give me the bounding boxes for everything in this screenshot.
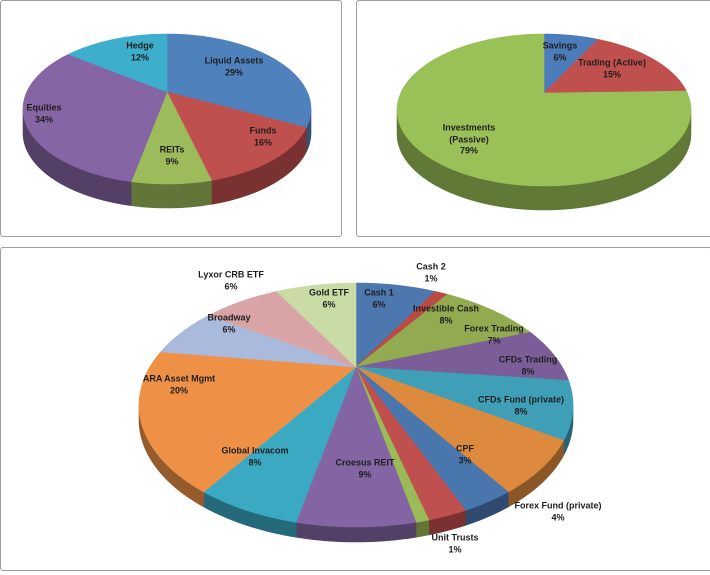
pie-slice bbox=[543, 39, 687, 94]
pie-slice bbox=[138, 351, 357, 493]
pie-slice bbox=[355, 366, 574, 441]
pie-slice bbox=[276, 282, 357, 368]
pie-slice bbox=[355, 332, 570, 381]
pie-slice bbox=[130, 179, 212, 209]
pie-3d-holdings-breakdown bbox=[138, 282, 574, 543]
pie-slice bbox=[355, 366, 466, 521]
pie-slice bbox=[355, 294, 532, 368]
pie-slice bbox=[396, 33, 692, 187]
pie-slice bbox=[295, 366, 417, 528]
pie-slice bbox=[355, 366, 565, 493]
pie-3d-liquid-assets-allocation bbox=[22, 33, 312, 209]
pie-slice bbox=[160, 315, 357, 368]
pie-slice bbox=[67, 33, 168, 93]
chart-panel-liquid-assets: Liquid Assets 29% Funds 16% REITs 9% Equiti… bbox=[0, 0, 342, 237]
pie-slice bbox=[166, 91, 307, 181]
pie-3d-active-passive-split bbox=[396, 33, 692, 211]
pie-slice bbox=[355, 366, 509, 511]
pie-slice bbox=[203, 366, 357, 523]
pie-slice bbox=[166, 33, 312, 129]
pie-slice bbox=[130, 91, 212, 185]
chart-panel-active-passive: Savings 6% Trading (Active) 15% Investment… bbox=[356, 0, 710, 237]
pie-slice bbox=[355, 282, 436, 368]
chart-panel-holdings-breakdown: Cash 1 6% Cash 2 1% Investible Cash 8% Fore… bbox=[0, 247, 710, 571]
pie-slice bbox=[22, 54, 168, 182]
pie-slice bbox=[207, 291, 357, 368]
pie-slice bbox=[415, 519, 430, 538]
pie-slice bbox=[543, 33, 599, 94]
